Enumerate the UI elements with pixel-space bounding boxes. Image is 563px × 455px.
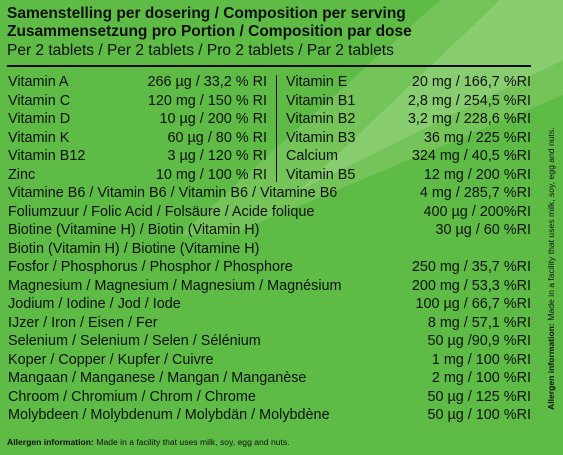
nutrient-value: 200 mg / 53,3 %RI xyxy=(411,277,531,294)
allergen-side-text: Made in a facility that uses milk, soy, … xyxy=(546,127,556,321)
nutrient-value: 8 mg / 57,1 %RI xyxy=(427,314,531,331)
header-divider xyxy=(7,65,531,67)
nutrient-value: 266 µg / 33,2 % RI xyxy=(147,74,268,90)
title-line-2: Zusammensetzung pro Portion / Compositio… xyxy=(7,23,412,40)
nutrient-name: Mangaan / Manganese / Mangan / Manganèse xyxy=(8,370,307,386)
nutrient-value: 120 mg / 150 % RI xyxy=(147,92,267,109)
nutrient-name: Zinc xyxy=(8,167,36,183)
column-divider xyxy=(276,75,277,182)
allergen-footer: Allergen information: Made in a facility… xyxy=(7,437,290,447)
nutrient-name: Vitamin B5 xyxy=(286,167,356,183)
nutrient-name: Selenium / Selenium / Selen / Sélénium xyxy=(8,333,261,349)
nutrient-name: Vitamine B6 / Vitamin B6 / Vitamin B6 / … xyxy=(8,185,338,201)
nutrient-value: 36 mg / 225 %RI xyxy=(423,129,531,146)
nutrient-name: Molybdeen / Molybdenum / Molybdän / Moly… xyxy=(8,407,330,423)
nutrient-value: 60 µg / 80 % RI xyxy=(167,129,267,146)
nutrient-name: Biotin (Vitamin H) / Biotine (Vitamine H… xyxy=(8,240,260,257)
nutrient-value: 30 µg / 60 %RI xyxy=(435,222,532,238)
nutrient-value: 20 mg / 166,7 %RI xyxy=(411,74,531,90)
nutrient-name: Vitamin B2 xyxy=(286,111,356,128)
nutrient-name: Vitamin C xyxy=(8,92,71,109)
nutrient-value: 400 µg / 200%RI xyxy=(423,203,532,220)
allergen-footer-label: Allergen information: xyxy=(7,437,94,447)
nutrient-name: Magnesium / Magnesium / Magnesium / Magn… xyxy=(8,277,342,294)
nutrient-value: 250 mg / 35,7 %RI xyxy=(411,259,531,275)
serving-line: Per 2 tablets / Per 2 tablets / Pro 2 ta… xyxy=(7,42,394,59)
title-line-1: Samenstelling per dosering / Composition… xyxy=(7,5,406,22)
nutrient-name: Vitamin B3 xyxy=(286,129,356,146)
nutrient-value: 50 µg /90,9 %RI xyxy=(427,333,532,349)
nutrient-value: 2 mg / 100 %RI xyxy=(431,370,531,386)
nutrient-name: Vitamin D xyxy=(8,111,71,128)
nutrient-name: Calcium xyxy=(286,148,338,165)
nutrient-name: Vitamin A xyxy=(8,74,69,90)
nutrient-value: 4 mg / 285,7 %RI xyxy=(419,185,531,201)
nutrient-name: Koper / Copper / Kupfer / Cuivre xyxy=(8,351,214,368)
nutrient-value: 12 mg / 200 %RI xyxy=(423,167,531,183)
nutrient-name: Chroom / Chromium / Chrom / Chrome xyxy=(8,388,256,405)
nutrient-value: 10 mg / 100 % RI xyxy=(155,167,267,183)
nutrient-name: Jodium / Iodine / Jod / Iode xyxy=(8,296,181,312)
allergen-footer-text: Made in a facility that uses milk, soy, … xyxy=(96,437,290,447)
nutrient-value: 3,2 mg / 228,6 %RI xyxy=(407,111,531,128)
nutrient-value: 324 mg / 40,5 %RI xyxy=(411,148,531,165)
allergen-side-note: Allergen information: Made in a facility… xyxy=(546,127,556,410)
nutrient-value: 10 µg / 200 % RI xyxy=(159,111,268,128)
nutrient-value: 1 mg / 100 %RI xyxy=(431,351,531,368)
nutrient-name: Vitamin K xyxy=(8,129,70,146)
nutrient-name: Vitamin B12 xyxy=(8,148,86,165)
nutrient-name: IJzer / Iron / Eisen / Fer xyxy=(8,314,158,331)
nutrient-name: Fosfor / Phosphorus / Phosphor / Phospho… xyxy=(8,259,293,275)
nutrient-value: 50 µg / 100 %RI xyxy=(427,407,532,423)
nutrient-name: Foliumzuur / Folic Acid / Folsäure / Aci… xyxy=(8,203,315,220)
nutrient-value: 3 µg / 120 % RI xyxy=(167,148,267,165)
nutrient-value: 2,8 mg / 254,5 %RI xyxy=(407,92,531,109)
nutrient-name: Biotine (Vitamine H) / Biotin (Vitamin H… xyxy=(8,222,260,238)
nutrient-value: 100 µg / 66,7 %RI xyxy=(415,296,532,312)
allergen-side-label: Allergen information: xyxy=(546,323,556,410)
nutrient-name: Vitamin E xyxy=(286,74,348,90)
nutrient-name: Vitamin B1 xyxy=(286,92,356,109)
nutrient-value: 50 µg / 125 %RI xyxy=(427,388,532,405)
